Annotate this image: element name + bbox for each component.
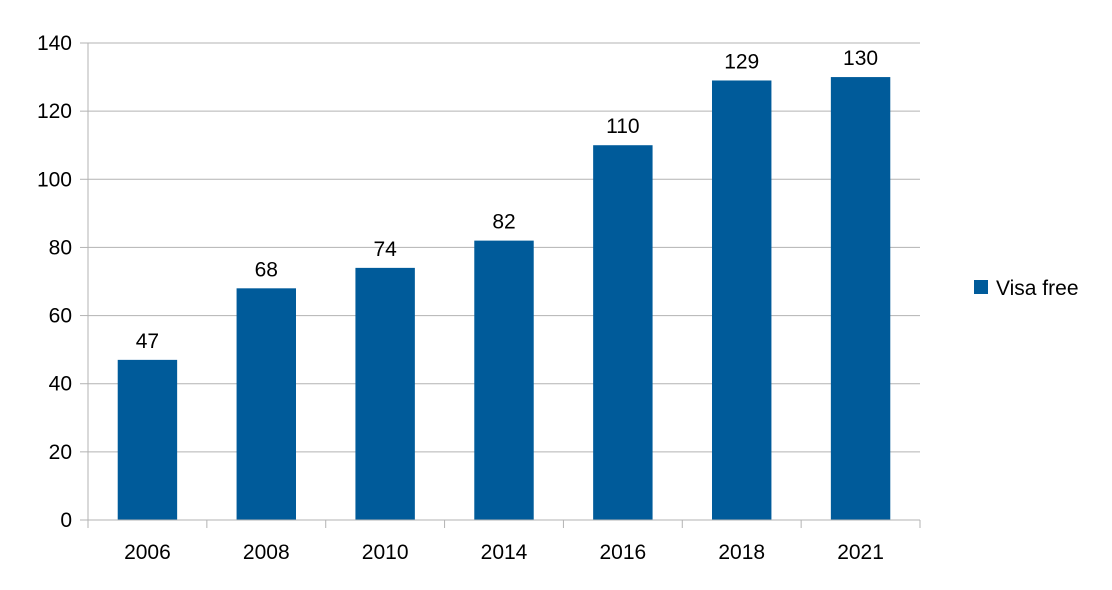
x-tick-label-2010: 2010 — [362, 541, 409, 564]
legend: Visa free — [974, 277, 1079, 300]
bar-2016 — [593, 145, 653, 520]
y-tick-label-40: 40 — [49, 373, 72, 396]
data-label-2018: 129 — [724, 50, 759, 73]
y-tick-label-100: 100 — [37, 168, 72, 191]
legend-label-visa-free: Visa free — [996, 277, 1079, 300]
x-tick-label-2006: 2006 — [124, 541, 171, 564]
y-tick-label-120: 120 — [37, 100, 72, 123]
bar-2021 — [830, 77, 891, 521]
bar-2008 — [236, 288, 296, 520]
x-tick-label-2014: 2014 — [481, 541, 528, 564]
data-label-2008: 68 — [255, 258, 278, 281]
data-label-2014: 82 — [492, 211, 515, 234]
x-tick-label-2016: 2016 — [599, 541, 646, 564]
data-label-2016: 110 — [606, 115, 639, 138]
data-label-2021: 130 — [843, 47, 878, 70]
y-tick-label-140: 140 — [37, 32, 72, 55]
y-tick-label-80: 80 — [49, 236, 72, 259]
x-tick-label-2021: 2021 — [837, 541, 884, 564]
bar-2006 — [117, 359, 178, 520]
data-label-2006: 47 — [136, 330, 159, 353]
data-labels: 47 68 74 82 110 129 130 — [136, 47, 878, 353]
y-tick-label-20: 20 — [49, 441, 72, 464]
x-tick-label-2008: 2008 — [243, 541, 290, 564]
y-tick-label-60: 60 — [49, 305, 72, 328]
y-tick-label-0: 0 — [60, 509, 72, 532]
legend-swatch-visa-free — [974, 280, 988, 294]
x-tick-label-2018: 2018 — [718, 541, 765, 564]
bars — [117, 77, 891, 521]
bar-2018 — [712, 80, 772, 520]
data-label-2010: 74 — [373, 238, 397, 261]
bar-2010 — [355, 267, 415, 520]
axes: 0 20 40 60 80 100 120 140 2006 2008 2010 2014 2016 20… — [37, 32, 921, 564]
bar-2014 — [474, 240, 534, 520]
